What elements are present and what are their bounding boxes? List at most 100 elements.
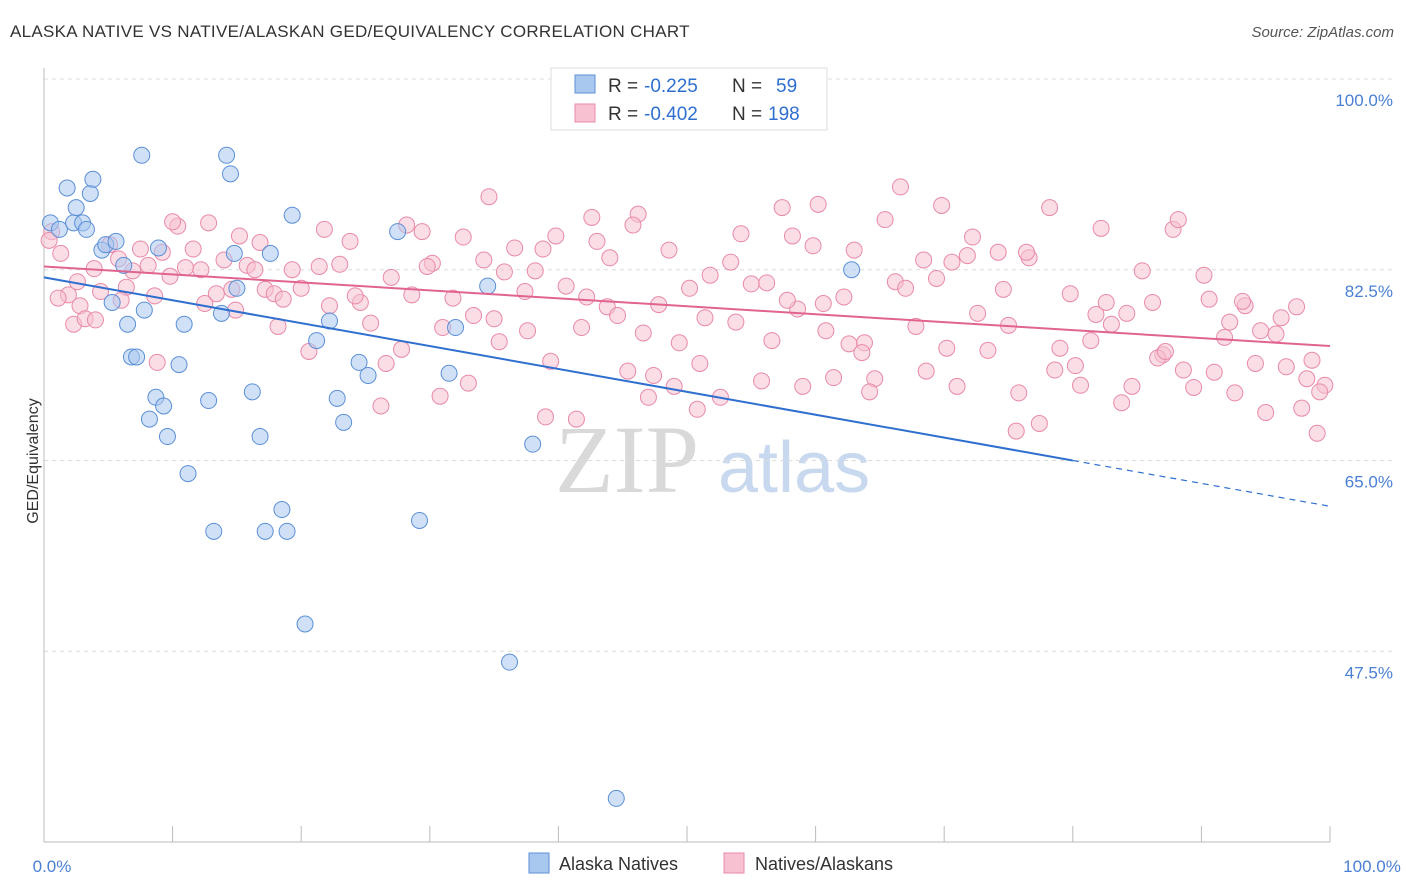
point-natives-alaskans bbox=[1041, 199, 1059, 217]
point-alaska-natives bbox=[225, 244, 243, 262]
point-natives-alaskans bbox=[192, 261, 210, 279]
point-natives-alaskans bbox=[691, 354, 709, 372]
point-natives-alaskans bbox=[537, 408, 555, 426]
point-natives-alaskans bbox=[583, 208, 601, 226]
y-axis-label: GED/Equivalency bbox=[25, 398, 42, 523]
point-natives-alaskans bbox=[1082, 332, 1100, 350]
point-natives-alaskans bbox=[814, 295, 832, 313]
point-alaska-natives bbox=[228, 279, 246, 297]
point-natives-alaskans bbox=[315, 220, 333, 238]
point-natives-alaskans bbox=[346, 287, 364, 305]
point-alaska-natives bbox=[50, 220, 68, 238]
point-natives-alaskans bbox=[1169, 211, 1187, 229]
trend-line-alaska-natives bbox=[43, 276, 1073, 462]
point-natives-alaskans bbox=[665, 377, 683, 395]
point-natives-alaskans bbox=[1007, 422, 1025, 440]
point-natives-alaskans bbox=[444, 289, 462, 307]
point-alaska-natives bbox=[179, 465, 197, 483]
point-alaska-natives bbox=[128, 348, 146, 366]
point-alaska-natives bbox=[58, 179, 76, 197]
point-natives-alaskans bbox=[382, 268, 400, 286]
point-natives-alaskans bbox=[578, 288, 596, 306]
point-natives-alaskans bbox=[701, 266, 719, 284]
point-natives-alaskans bbox=[526, 262, 544, 280]
point-natives-alaskans bbox=[907, 317, 925, 335]
point-natives-alaskans bbox=[917, 362, 935, 380]
point-natives-alaskans bbox=[1046, 361, 1064, 379]
point-natives-alaskans bbox=[696, 309, 714, 327]
point-alaska-natives bbox=[389, 223, 407, 241]
point-natives-alaskans bbox=[164, 213, 182, 231]
point-natives-alaskans bbox=[645, 366, 663, 384]
point-alaska-natives bbox=[328, 389, 346, 407]
point-natives-alaskans bbox=[1113, 394, 1131, 412]
point-natives-alaskans bbox=[403, 286, 421, 304]
point-natives-alaskans bbox=[1298, 370, 1316, 388]
point-natives-alaskans bbox=[1123, 377, 1141, 395]
point-natives-alaskans bbox=[519, 322, 537, 340]
trend-line-natives-alaskans bbox=[43, 265, 1331, 348]
point-alaska-natives bbox=[273, 501, 291, 519]
y-tick-labels: 100.0% 82.5% 65.0% 47.5% bbox=[1335, 91, 1393, 682]
point-alaska-natives bbox=[205, 522, 223, 540]
point-natives-alaskans bbox=[681, 279, 699, 297]
point-natives-alaskans bbox=[196, 295, 214, 313]
point-natives-alaskans bbox=[958, 247, 976, 265]
y-tick-label: 47.5% bbox=[1345, 663, 1393, 682]
point-natives-alaskans bbox=[506, 239, 524, 257]
point-alaska-natives bbox=[115, 256, 133, 274]
point-natives-alaskans bbox=[778, 291, 796, 309]
point-natives-alaskans bbox=[624, 216, 642, 234]
bottom-legend: Alaska Natives Natives/Alaskans bbox=[528, 852, 893, 874]
point-natives-alaskans bbox=[246, 261, 264, 279]
point-natives-alaskans bbox=[490, 333, 508, 351]
point-natives-alaskans bbox=[876, 211, 894, 229]
point-natives-alaskans bbox=[794, 377, 812, 395]
point-alaska-natives bbox=[200, 392, 218, 410]
point-natives-alaskans bbox=[588, 232, 606, 250]
point-natives-alaskans bbox=[994, 280, 1012, 298]
point-natives-alaskans bbox=[1234, 292, 1252, 310]
point-alaska-natives bbox=[335, 413, 353, 431]
point-alaska-natives bbox=[135, 301, 153, 319]
point-alaska-natives bbox=[140, 410, 158, 428]
legend-r-label-2: R = bbox=[608, 104, 638, 125]
point-natives-alaskans bbox=[783, 227, 801, 245]
point-alaska-natives bbox=[524, 435, 542, 453]
point-natives-alaskans bbox=[845, 241, 863, 259]
point-natives-alaskans bbox=[979, 341, 997, 359]
point-natives-alaskans bbox=[742, 275, 760, 293]
point-alaska-natives bbox=[447, 319, 465, 337]
point-natives-alaskans bbox=[1118, 304, 1136, 322]
point-alaska-natives bbox=[155, 397, 173, 415]
gridlines bbox=[44, 78, 1395, 652]
point-natives-alaskans bbox=[753, 372, 771, 390]
point-natives-alaskans bbox=[1303, 351, 1321, 369]
point-natives-alaskans bbox=[943, 253, 961, 271]
point-natives-alaskans bbox=[40, 231, 58, 249]
point-alaska-natives bbox=[256, 522, 274, 540]
chart-title: ALASKA NATIVE VS NATIVE/ALASKAN GED/EQUI… bbox=[10, 22, 690, 41]
y-tick-label: 82.5% bbox=[1345, 282, 1393, 301]
point-natives-alaskans bbox=[897, 279, 915, 297]
legend-n-label-2: N = bbox=[732, 104, 762, 125]
point-natives-alaskans bbox=[362, 314, 380, 332]
bottom-legend-label-2: Natives/Alaskans bbox=[755, 854, 893, 874]
point-natives-alaskans bbox=[480, 188, 498, 206]
point-natives-alaskans bbox=[413, 223, 431, 241]
point-natives-alaskans bbox=[1288, 298, 1306, 316]
point-alaska-natives bbox=[149, 239, 167, 257]
point-natives-alaskans bbox=[688, 400, 706, 418]
point-natives-alaskans bbox=[1277, 358, 1295, 376]
point-alaska-natives bbox=[81, 184, 99, 202]
point-natives-alaskans bbox=[418, 257, 436, 275]
trend-line-alaska-natives-extension bbox=[1072, 459, 1331, 507]
bottom-legend-swatch-pink bbox=[723, 852, 745, 874]
point-natives-alaskans bbox=[1174, 361, 1192, 379]
point-natives-alaskans bbox=[809, 195, 827, 213]
point-natives-alaskans bbox=[161, 267, 179, 285]
point-natives-alaskans bbox=[131, 240, 149, 258]
point-natives-alaskans bbox=[853, 344, 871, 362]
point-natives-alaskans bbox=[377, 354, 395, 372]
